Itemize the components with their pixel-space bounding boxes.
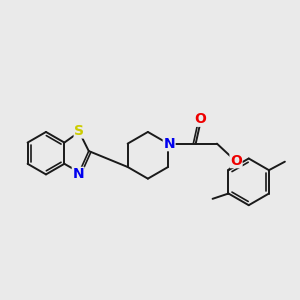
Text: O: O	[230, 154, 242, 168]
Text: N: N	[164, 136, 175, 151]
Text: O: O	[194, 112, 206, 126]
Text: S: S	[74, 124, 84, 138]
Text: N: N	[72, 167, 84, 182]
